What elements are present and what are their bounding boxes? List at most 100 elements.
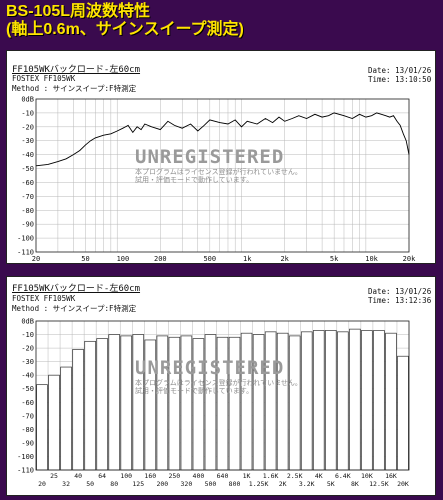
x-tick-label: 200 xyxy=(156,480,168,488)
bar xyxy=(132,334,145,471)
bar xyxy=(240,332,253,471)
bar xyxy=(337,331,349,471)
plot-frame xyxy=(35,320,410,471)
x-tick-label: 400 xyxy=(193,472,205,480)
x-tick-label: 40 xyxy=(74,472,82,480)
y-tick-label: 0dB xyxy=(21,96,34,104)
y-tick-label: -100 xyxy=(17,235,34,243)
x-tick-label: 3.2K xyxy=(299,480,315,488)
watermark-note-line-2: 試用・評価モードで動作しています。 xyxy=(135,387,254,395)
bar xyxy=(84,340,96,471)
bar xyxy=(36,384,48,471)
y-tick-label: -40 xyxy=(21,151,34,159)
watermark-note-line-1: 本プログラムはライセンス登録が行われていません。 xyxy=(135,168,302,176)
x-tick-label: 160 xyxy=(144,472,156,480)
measure-method: Method : サインスイープ:F特測定 xyxy=(12,304,137,313)
y-tick-label: -20 xyxy=(21,123,34,131)
bar xyxy=(180,335,193,471)
x-tick-label: 20k xyxy=(403,255,416,263)
y-tick-label: 0dB xyxy=(21,318,34,326)
y-tick-label: -110 xyxy=(17,249,34,257)
x-tick-label: 8K xyxy=(351,480,359,488)
x-tick-label: 20K xyxy=(397,480,409,488)
y-tick-label: -50 xyxy=(21,385,34,393)
bar-chart: 0dB -10 -20 -30 -40 -50 -60 -70 -80 -90 -100 -110 20… xyxy=(17,318,410,488)
bar xyxy=(312,330,325,471)
frequency-response-panel: FF105WKバックロード-左60cm FOSTEX FF105WK Metho… xyxy=(6,50,436,264)
bar xyxy=(108,334,120,471)
x-tick-label: 20 xyxy=(38,480,46,488)
bar xyxy=(300,331,313,471)
title-line-1: BS-105L周波数特性 xyxy=(6,3,151,20)
x-tick-label: 5K xyxy=(327,480,335,488)
y-tick-label: -20 xyxy=(21,345,34,353)
x-tick-label: 32 xyxy=(62,480,70,488)
x-tick-label: 5k xyxy=(330,255,339,263)
watermark: UNREGISTERED xyxy=(135,146,285,168)
watermark-note: 本プログラムはライセンス登録が行われていません。 試用・評価モードで動作していま… xyxy=(135,379,302,395)
measure-date: Date: 13/01/26 xyxy=(368,287,432,296)
y-tick-label: -60 xyxy=(21,179,34,187)
x-tick-label: 320 xyxy=(181,480,193,488)
response-trace xyxy=(35,112,410,167)
x-tick-label: 100 xyxy=(120,472,132,480)
bar xyxy=(252,334,265,471)
x-tick-label: 800 xyxy=(229,480,241,488)
x-tick-label: 500 xyxy=(205,480,217,488)
bar xyxy=(385,332,397,471)
x-tick-label: 64 xyxy=(98,472,106,480)
x-tick-label: 1k xyxy=(243,255,252,263)
y-tick-label: -10 xyxy=(21,109,34,117)
line-chart: 0dB-10-20-30-40-50-60-70-80-90-100-11020… xyxy=(17,96,416,264)
x-tick-label: 1K xyxy=(243,472,251,480)
title-line-2: (軸上0.6m、サインスイープ測定) xyxy=(6,21,244,38)
x-tick-label: 200 xyxy=(154,255,167,263)
x-tick-label: 80 xyxy=(110,480,118,488)
y-tick-label: -100 xyxy=(17,453,34,461)
x-tick-label: 125 xyxy=(132,480,144,488)
watermark: UNREGISTERED xyxy=(135,357,285,379)
y-tick-label: -90 xyxy=(21,221,34,229)
bar xyxy=(264,331,277,471)
x-tick-label: 16K xyxy=(385,472,397,480)
x-tick-label: 500 xyxy=(203,255,216,263)
x-tick-label: 4K xyxy=(315,472,323,480)
watermark-note: 本プログラムはライセンス登録が行われていません。 試用・評価モードで動作していま… xyxy=(135,168,302,184)
x-tick-label: 2K xyxy=(279,480,287,488)
measure-time: Time: 13:10:50 xyxy=(368,75,432,84)
y-tick-label: -80 xyxy=(21,207,34,215)
plot-frame xyxy=(35,98,410,253)
x-tick-label: 6.4K xyxy=(335,472,351,480)
y-tick-label: -80 xyxy=(21,426,34,434)
y-tick-label: -10 xyxy=(21,331,34,339)
chart-title: FF105WKバックロード-左60cm xyxy=(12,284,141,294)
bar xyxy=(72,349,84,471)
measure-method: Method : サインスイープ:F特測定 xyxy=(12,84,137,93)
x-tick-label: 50 xyxy=(81,255,89,263)
bar xyxy=(373,330,385,471)
x-tick-label: 250 xyxy=(168,472,180,480)
bar xyxy=(96,338,108,471)
bar xyxy=(156,335,169,471)
x-tick-label: 12.5K xyxy=(369,480,389,488)
y-tick-label: -60 xyxy=(21,399,34,407)
x-tick-label: 2.5K xyxy=(287,472,303,480)
watermark-note-line-2: 試用・評価モードで動作しています。 xyxy=(135,176,254,184)
y-tick-label: -70 xyxy=(21,193,34,201)
bar xyxy=(349,328,361,471)
x-tick-label: 1.25K xyxy=(249,480,269,488)
watermark-note-line-1: 本プログラムはライセンス登録が行われていません。 xyxy=(135,379,302,387)
x-tick-label: 1.6K xyxy=(263,472,279,480)
measure-date: Date: 13/01/26 xyxy=(368,66,432,75)
x-tick-label: 10K xyxy=(361,472,373,480)
bar xyxy=(397,355,409,471)
x-tick-label: 25 xyxy=(50,472,58,480)
y-tick-label: -30 xyxy=(21,358,34,366)
y-tick-label: -30 xyxy=(21,137,34,145)
bar xyxy=(276,332,289,471)
bar xyxy=(204,334,217,471)
y-tick-label: -40 xyxy=(21,372,34,380)
y-tick-label: -70 xyxy=(21,412,34,420)
bar xyxy=(120,335,133,471)
page-title: BS-105L周波数特性 (軸上0.6m、サインスイープ測定) xyxy=(6,3,244,39)
